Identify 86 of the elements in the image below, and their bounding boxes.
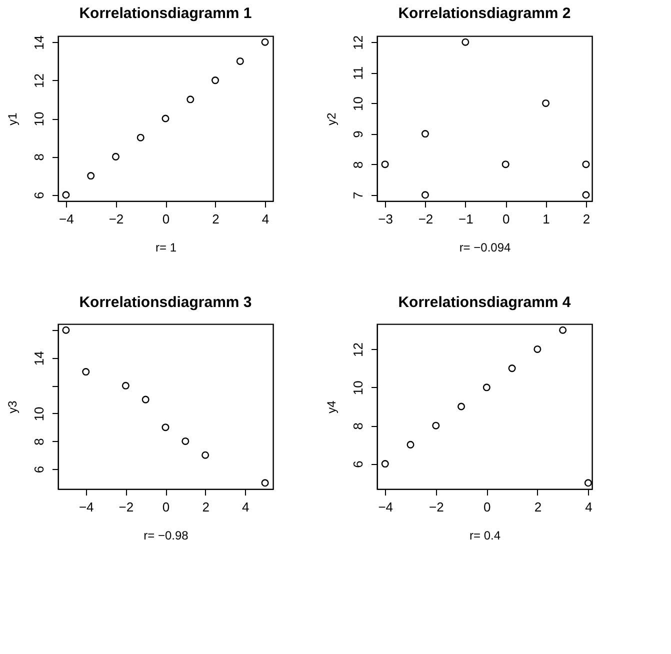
chart-title: Korrelationsdiagramm 2 xyxy=(398,4,571,22)
x-tick-label: 2 xyxy=(582,212,590,226)
point xyxy=(458,402,466,410)
x-tick-label: −2 xyxy=(428,500,444,514)
y-tick-label: 8 xyxy=(32,154,46,161)
point xyxy=(112,152,120,160)
x-tick-label: 4 xyxy=(585,500,592,514)
point xyxy=(502,160,510,168)
point xyxy=(406,440,414,448)
y-tick-label: 12 xyxy=(32,74,46,88)
x-tick-label: −4 xyxy=(378,500,394,514)
point xyxy=(136,134,144,142)
y-tick-label: 9 xyxy=(350,130,366,138)
point xyxy=(182,437,190,445)
y-tick-label: 6 xyxy=(32,192,46,200)
point xyxy=(82,368,90,376)
x-axis-title: r= −0.094 xyxy=(459,240,512,254)
x-tick-label: 0 xyxy=(162,500,170,514)
point xyxy=(582,191,590,199)
y-tick-label: 11 xyxy=(350,66,366,80)
point xyxy=(542,99,550,107)
point xyxy=(87,172,95,180)
y-axis-title: y3 xyxy=(6,400,20,414)
y-tick-label: 10 xyxy=(350,96,366,111)
x-tick-label: −2 xyxy=(418,212,434,226)
point xyxy=(421,191,429,199)
point xyxy=(236,57,244,65)
point xyxy=(62,191,70,199)
point xyxy=(559,326,567,334)
point xyxy=(212,76,220,84)
x-tick-label: 2 xyxy=(212,212,220,226)
x-tick-label: −2 xyxy=(118,500,134,514)
y-tick-label: 10 xyxy=(32,112,46,126)
y-tick-label: 6 xyxy=(350,460,366,468)
x-tick-label: 1 xyxy=(542,212,550,226)
x-tick-label: −2 xyxy=(108,212,124,226)
x-tick-label: 0 xyxy=(162,212,170,226)
x-tick-label: 4 xyxy=(242,500,250,514)
x-tick-label: 0 xyxy=(502,212,510,226)
y-axis-title: y2 xyxy=(324,112,338,126)
point xyxy=(381,460,389,468)
point xyxy=(584,479,592,487)
x-tick-label: 2 xyxy=(202,500,210,514)
x-tick-label: −3 xyxy=(378,212,393,226)
point xyxy=(582,160,590,168)
point xyxy=(122,382,130,390)
x-axis-title: r= 0.4 xyxy=(469,528,501,542)
point xyxy=(62,326,70,334)
point xyxy=(534,345,542,353)
y-tick-label: 10 xyxy=(350,380,366,396)
y-tick-label: 7 xyxy=(350,192,366,200)
chart-title: Korrelationsdiagramm 3 xyxy=(79,294,252,311)
y-tick-label: 12 xyxy=(350,342,366,357)
y-tick-label: 8 xyxy=(32,438,46,446)
y-tick-label: 14 xyxy=(32,35,46,50)
point xyxy=(162,114,170,122)
y-axis-title: y1 xyxy=(6,112,20,126)
chart-title: Korrelationsdiagramm 1 xyxy=(79,4,252,22)
x-tick-label: 0 xyxy=(484,500,491,514)
point xyxy=(462,38,470,46)
x-axis-title: r= 1 xyxy=(155,240,177,254)
y-tick-label: 6 xyxy=(32,466,46,474)
chart-title: Korrelationsdiagramm 4 xyxy=(398,294,572,311)
x-tick-label: −4 xyxy=(59,212,74,226)
x-axis-title: r= −0.98 xyxy=(144,528,189,542)
y-tick-label: 8 xyxy=(350,422,366,430)
point xyxy=(162,424,170,432)
point xyxy=(186,96,194,104)
x-tick-label: −1 xyxy=(458,212,474,226)
point xyxy=(142,396,150,404)
y-tick-label: 14 xyxy=(32,351,46,366)
x-tick-label: 2 xyxy=(534,500,542,514)
point xyxy=(381,160,389,168)
y-tick-label: 8 xyxy=(350,161,366,168)
y-tick-label: 12 xyxy=(350,35,366,50)
y-tick-label: 10 xyxy=(32,406,46,422)
point xyxy=(432,422,440,430)
y-axis-title: y4 xyxy=(324,400,338,414)
x-tick-label: −4 xyxy=(78,500,94,514)
x-tick-label: 4 xyxy=(262,212,270,226)
point xyxy=(202,451,210,459)
point xyxy=(508,364,516,372)
point xyxy=(261,38,269,46)
point xyxy=(421,130,429,138)
point xyxy=(261,479,269,487)
point xyxy=(482,384,490,392)
